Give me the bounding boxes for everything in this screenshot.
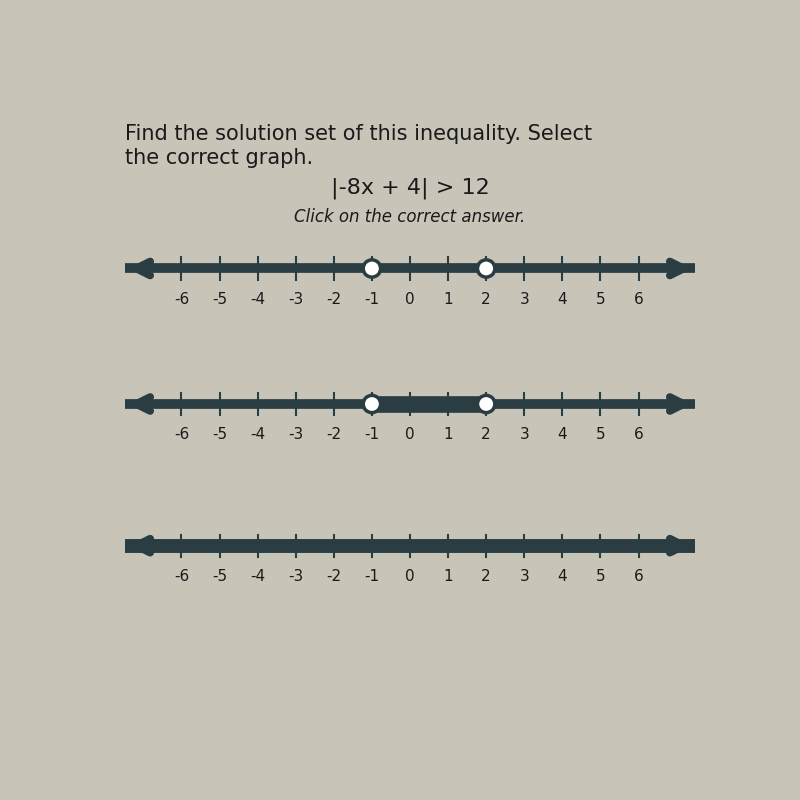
Text: -5: -5 — [212, 427, 227, 442]
Circle shape — [363, 395, 381, 413]
Text: -5: -5 — [212, 569, 227, 584]
Text: 6: 6 — [634, 569, 643, 584]
Text: 0: 0 — [405, 427, 415, 442]
Text: 6: 6 — [634, 427, 643, 442]
Text: 4: 4 — [558, 292, 567, 307]
Text: 5: 5 — [596, 292, 606, 307]
Text: -3: -3 — [288, 292, 303, 307]
Text: -1: -1 — [364, 427, 379, 442]
Text: -1: -1 — [364, 569, 379, 584]
Text: 1: 1 — [443, 569, 453, 584]
Text: 0: 0 — [405, 569, 415, 584]
Text: -2: -2 — [326, 292, 342, 307]
Text: the correct graph.: the correct graph. — [125, 148, 313, 168]
Text: 2: 2 — [482, 427, 491, 442]
Text: 3: 3 — [519, 569, 529, 584]
Circle shape — [478, 260, 495, 277]
Text: 5: 5 — [596, 427, 606, 442]
Text: -4: -4 — [250, 427, 266, 442]
Text: 2: 2 — [482, 569, 491, 584]
Text: Click on the correct answer.: Click on the correct answer. — [294, 208, 526, 226]
Text: Find the solution set of this inequality. Select: Find the solution set of this inequality… — [125, 124, 592, 144]
Text: -3: -3 — [288, 427, 303, 442]
Text: 5: 5 — [596, 569, 606, 584]
Circle shape — [363, 260, 381, 277]
Text: 6: 6 — [634, 292, 643, 307]
Text: -2: -2 — [326, 569, 342, 584]
Text: -6: -6 — [174, 292, 189, 307]
Text: -3: -3 — [288, 569, 303, 584]
Text: -1: -1 — [364, 292, 379, 307]
Text: 0: 0 — [405, 292, 415, 307]
Text: -4: -4 — [250, 292, 266, 307]
Text: 4: 4 — [558, 427, 567, 442]
Text: 1: 1 — [443, 292, 453, 307]
Text: -4: -4 — [250, 569, 266, 584]
Text: 3: 3 — [519, 292, 529, 307]
Text: 1: 1 — [443, 427, 453, 442]
Text: -6: -6 — [174, 569, 189, 584]
Text: 2: 2 — [482, 292, 491, 307]
Text: -2: -2 — [326, 427, 342, 442]
Circle shape — [478, 395, 495, 413]
Text: 4: 4 — [558, 569, 567, 584]
Text: |-8x + 4| > 12: |-8x + 4| > 12 — [330, 178, 490, 199]
Text: -6: -6 — [174, 427, 189, 442]
Text: -5: -5 — [212, 292, 227, 307]
Text: 3: 3 — [519, 427, 529, 442]
